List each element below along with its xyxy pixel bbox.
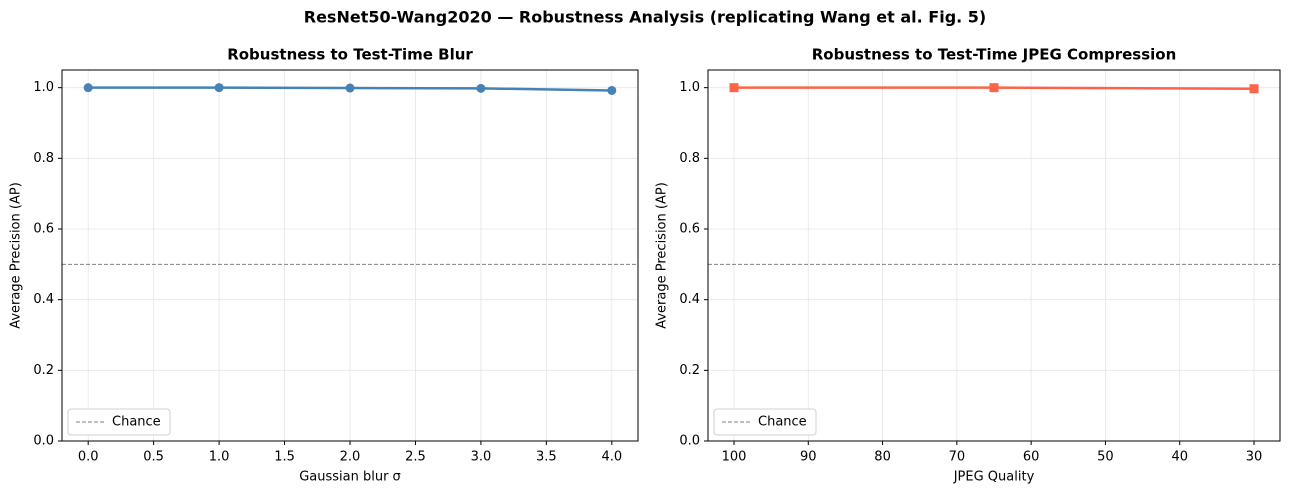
y-tick-label: 0.4 <box>679 292 700 307</box>
x-axis-label: Gaussian blur σ <box>299 470 401 485</box>
x-tick-label: 40 <box>1171 450 1188 465</box>
x-tick-label: 2.0 <box>340 450 361 465</box>
y-tick-label: 0.2 <box>679 363 700 378</box>
y-tick-label: 0.0 <box>679 434 700 449</box>
legend: Chance <box>713 408 817 436</box>
x-tick-label: 60 <box>1023 450 1040 465</box>
y-tick-label: 0.6 <box>679 222 700 237</box>
marker <box>989 83 999 93</box>
x-tick-label: 70 <box>949 450 966 465</box>
legend-frame <box>67 408 171 436</box>
marker <box>1249 84 1259 94</box>
axes-title: Robustness to Test-Time JPEG Compression <box>812 46 1177 64</box>
x-tick-label: 0.5 <box>143 450 164 465</box>
y-tick-label: 0.2 <box>33 363 54 378</box>
y-tick-label: 0.8 <box>679 151 700 166</box>
y-tick-label: 1.0 <box>33 80 54 95</box>
y-axis-label: Average Precision (AP) <box>655 182 670 329</box>
y-tick-label: 0.8 <box>33 151 54 166</box>
marker <box>476 83 486 93</box>
y-tick-label: 0.4 <box>33 292 54 307</box>
axes-title: Robustness to Test-Time Blur <box>227 46 473 64</box>
figure-title: ResNet50-Wang2020 — Robustness Analysis … <box>304 8 987 27</box>
legend-label: Chance <box>112 415 161 430</box>
x-tick-label: 90 <box>800 450 817 465</box>
x-tick-label: 100 <box>722 450 747 465</box>
x-tick-label: 3.0 <box>471 450 492 465</box>
marker <box>214 83 224 93</box>
legend-label: Chance <box>758 415 807 430</box>
axes-frame <box>61 69 639 442</box>
marker <box>345 83 355 93</box>
y-tick-label: 0.0 <box>33 434 54 449</box>
x-tick-label: 1.5 <box>274 450 295 465</box>
x-tick-label: 2.5 <box>405 450 426 465</box>
x-tick-label: 50 <box>1097 450 1114 465</box>
x-tick-label: 1.0 <box>209 450 230 465</box>
legend-frame <box>713 408 817 436</box>
x-tick-label: 0.0 <box>78 450 99 465</box>
x-tick-label: 3.5 <box>536 450 557 465</box>
legend: Chance <box>67 408 171 436</box>
x-axis-label: JPEG Quality <box>953 470 1035 485</box>
x-tick-label: 30 <box>1246 450 1263 465</box>
axes-frame <box>707 69 1281 442</box>
y-tick-label: 0.6 <box>33 222 54 237</box>
x-tick-label: 4.0 <box>601 450 622 465</box>
x-tick-label: 80 <box>874 450 891 465</box>
marker <box>607 85 617 95</box>
marker <box>83 83 93 93</box>
y-axis-label: Average Precision (AP) <box>9 182 24 329</box>
marker <box>729 83 739 93</box>
y-tick-label: 1.0 <box>679 80 700 95</box>
